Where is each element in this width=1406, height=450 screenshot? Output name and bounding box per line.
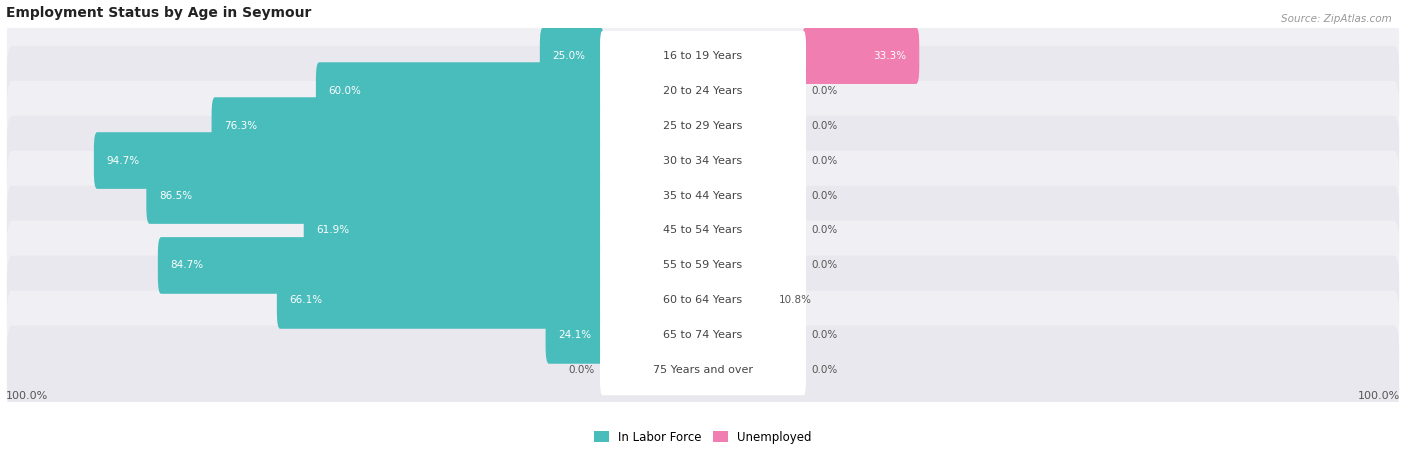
FancyBboxPatch shape <box>600 31 806 81</box>
Text: 0.0%: 0.0% <box>811 190 838 201</box>
Text: 25 to 29 Years: 25 to 29 Years <box>664 121 742 130</box>
FancyBboxPatch shape <box>146 167 603 224</box>
Text: 0.0%: 0.0% <box>811 86 838 95</box>
Text: 24.1%: 24.1% <box>558 330 592 340</box>
Text: 0.0%: 0.0% <box>811 365 838 375</box>
Text: 35 to 44 Years: 35 to 44 Years <box>664 190 742 201</box>
FancyBboxPatch shape <box>600 241 806 290</box>
FancyBboxPatch shape <box>7 11 1399 100</box>
FancyBboxPatch shape <box>7 81 1399 171</box>
FancyBboxPatch shape <box>7 291 1399 380</box>
Text: 94.7%: 94.7% <box>107 156 139 166</box>
Text: 60.0%: 60.0% <box>329 86 361 95</box>
Text: 0.0%: 0.0% <box>811 121 838 130</box>
FancyBboxPatch shape <box>600 206 806 255</box>
FancyBboxPatch shape <box>600 346 806 395</box>
Text: 25.0%: 25.0% <box>553 51 586 61</box>
Text: 61.9%: 61.9% <box>316 225 350 235</box>
Text: 86.5%: 86.5% <box>159 190 193 201</box>
FancyBboxPatch shape <box>600 310 806 360</box>
FancyBboxPatch shape <box>600 101 806 150</box>
FancyBboxPatch shape <box>7 326 1399 415</box>
FancyBboxPatch shape <box>600 136 806 185</box>
Text: 30 to 34 Years: 30 to 34 Years <box>664 156 742 166</box>
FancyBboxPatch shape <box>803 27 920 84</box>
Text: 66.1%: 66.1% <box>290 296 323 306</box>
Text: 84.7%: 84.7% <box>170 261 204 270</box>
FancyBboxPatch shape <box>7 46 1399 135</box>
Text: 100.0%: 100.0% <box>6 391 48 401</box>
Text: 0.0%: 0.0% <box>811 330 838 340</box>
Text: Employment Status by Age in Seymour: Employment Status by Age in Seymour <box>6 5 311 19</box>
FancyBboxPatch shape <box>600 171 806 220</box>
Text: 60 to 64 Years: 60 to 64 Years <box>664 296 742 306</box>
Text: 10.8%: 10.8% <box>779 296 811 306</box>
Text: 65 to 74 Years: 65 to 74 Years <box>664 330 742 340</box>
FancyBboxPatch shape <box>157 237 603 294</box>
FancyBboxPatch shape <box>540 27 603 84</box>
FancyBboxPatch shape <box>316 62 603 119</box>
Text: 55 to 59 Years: 55 to 59 Years <box>664 261 742 270</box>
Text: 0.0%: 0.0% <box>811 261 838 270</box>
Text: 0.0%: 0.0% <box>811 225 838 235</box>
FancyBboxPatch shape <box>7 116 1399 205</box>
Text: 76.3%: 76.3% <box>225 121 257 130</box>
FancyBboxPatch shape <box>7 220 1399 310</box>
Text: Source: ZipAtlas.com: Source: ZipAtlas.com <box>1281 14 1392 23</box>
Text: 0.0%: 0.0% <box>811 156 838 166</box>
FancyBboxPatch shape <box>600 66 806 116</box>
FancyBboxPatch shape <box>600 275 806 325</box>
FancyBboxPatch shape <box>546 307 603 364</box>
FancyBboxPatch shape <box>277 272 603 329</box>
FancyBboxPatch shape <box>304 202 603 259</box>
FancyBboxPatch shape <box>7 151 1399 240</box>
Text: 20 to 24 Years: 20 to 24 Years <box>664 86 742 95</box>
Text: 45 to 54 Years: 45 to 54 Years <box>664 225 742 235</box>
Text: 16 to 19 Years: 16 to 19 Years <box>664 51 742 61</box>
FancyBboxPatch shape <box>211 97 603 154</box>
Text: 0.0%: 0.0% <box>568 365 595 375</box>
Text: 75 Years and over: 75 Years and over <box>652 365 754 375</box>
Text: 100.0%: 100.0% <box>1358 391 1400 401</box>
Legend: In Labor Force, Unemployed: In Labor Force, Unemployed <box>589 426 817 448</box>
FancyBboxPatch shape <box>7 256 1399 345</box>
FancyBboxPatch shape <box>7 186 1399 275</box>
Text: 33.3%: 33.3% <box>873 51 907 61</box>
FancyBboxPatch shape <box>94 132 603 189</box>
